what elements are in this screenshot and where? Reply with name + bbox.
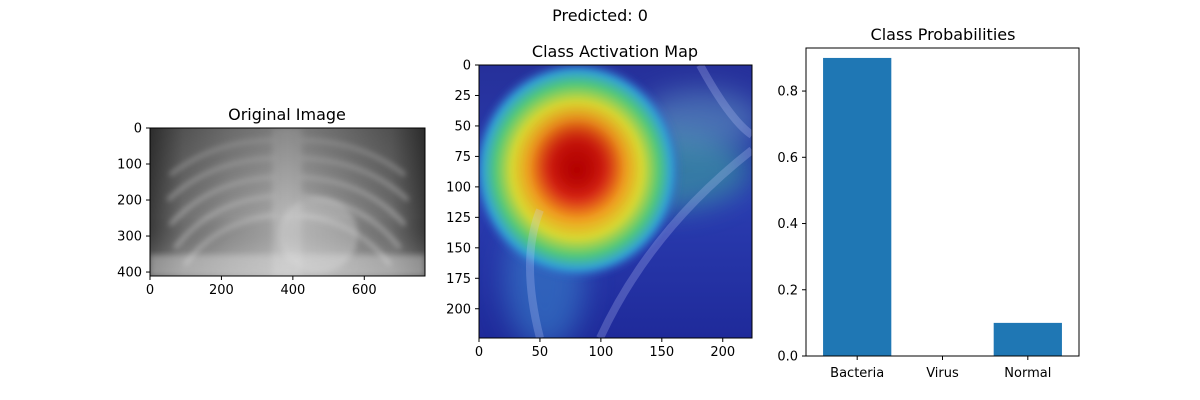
- bar-bacteria: [823, 57, 892, 356]
- y-tick-label: 300: [117, 230, 142, 245]
- cam-title: Class Activation Map: [532, 42, 698, 61]
- category-label: Virus: [926, 366, 959, 381]
- y-tick-label: 0.8: [777, 85, 798, 100]
- y-tick-label: 0.4: [777, 217, 798, 232]
- y-tick-label: 200: [117, 194, 142, 209]
- x-tick-label: 200: [209, 283, 234, 298]
- cam-y-axis: 0 25 50 75 100 125 150 175 200: [446, 59, 479, 317]
- bar-x-axis: Bacteria Virus Normal: [830, 356, 1051, 381]
- cam-panel: Class Activation Map 0 50 100 150 20: [446, 42, 753, 360]
- bar-y-axis: 0.0 0.2 0.4 0.6 0.8: [777, 85, 806, 365]
- figure-suptitle: Predicted: 0: [552, 6, 648, 25]
- cam-heatmap: [479, 65, 752, 338]
- y-tick-label: 175: [446, 272, 471, 287]
- x-tick-label: 0: [146, 283, 154, 298]
- y-tick-label: 0: [463, 59, 471, 74]
- y-tick-label: 0.2: [777, 283, 798, 298]
- probabilities-panel: Class Probabilities Bacteria Virus Normal …: [777, 25, 1080, 381]
- y-tick-label: 50: [454, 119, 471, 134]
- category-label: Normal: [1004, 366, 1051, 381]
- category-label: Bacteria: [830, 366, 884, 381]
- bars: [823, 57, 1062, 356]
- chart-title: Class Probabilities: [871, 25, 1016, 44]
- original-x-axis: 0 200 400 600: [146, 276, 377, 298]
- x-tick-label: 150: [649, 345, 674, 360]
- y-tick-label: 100: [117, 158, 142, 173]
- y-tick-label: 400: [117, 266, 142, 281]
- cam-x-axis: 0 50 100 150 200: [475, 338, 735, 360]
- x-tick-label: 100: [588, 345, 613, 360]
- y-tick-label: 0: [134, 122, 142, 137]
- y-tick-label: 200: [446, 302, 471, 317]
- y-tick-label: 150: [446, 241, 471, 256]
- original-y-axis: 0 100 200 300 400: [117, 122, 150, 281]
- original-image-panel: Original Image: [117, 105, 426, 298]
- y-tick-label: 75: [454, 150, 471, 165]
- y-tick-label: 0.6: [777, 151, 798, 166]
- x-tick-label: 400: [280, 283, 305, 298]
- x-tick-label: 600: [352, 283, 377, 298]
- x-tick-label: 50: [532, 345, 549, 360]
- x-tick-label: 200: [710, 345, 735, 360]
- xray-image: [150, 128, 425, 276]
- y-tick-label: 100: [446, 180, 471, 195]
- y-tick-label: 125: [446, 211, 471, 226]
- original-image-title: Original Image: [228, 105, 346, 124]
- y-tick-label: 25: [454, 89, 471, 104]
- x-tick-label: 0: [475, 345, 483, 360]
- y-tick-label: 0.0: [777, 350, 798, 365]
- bar-normal: [993, 322, 1062, 356]
